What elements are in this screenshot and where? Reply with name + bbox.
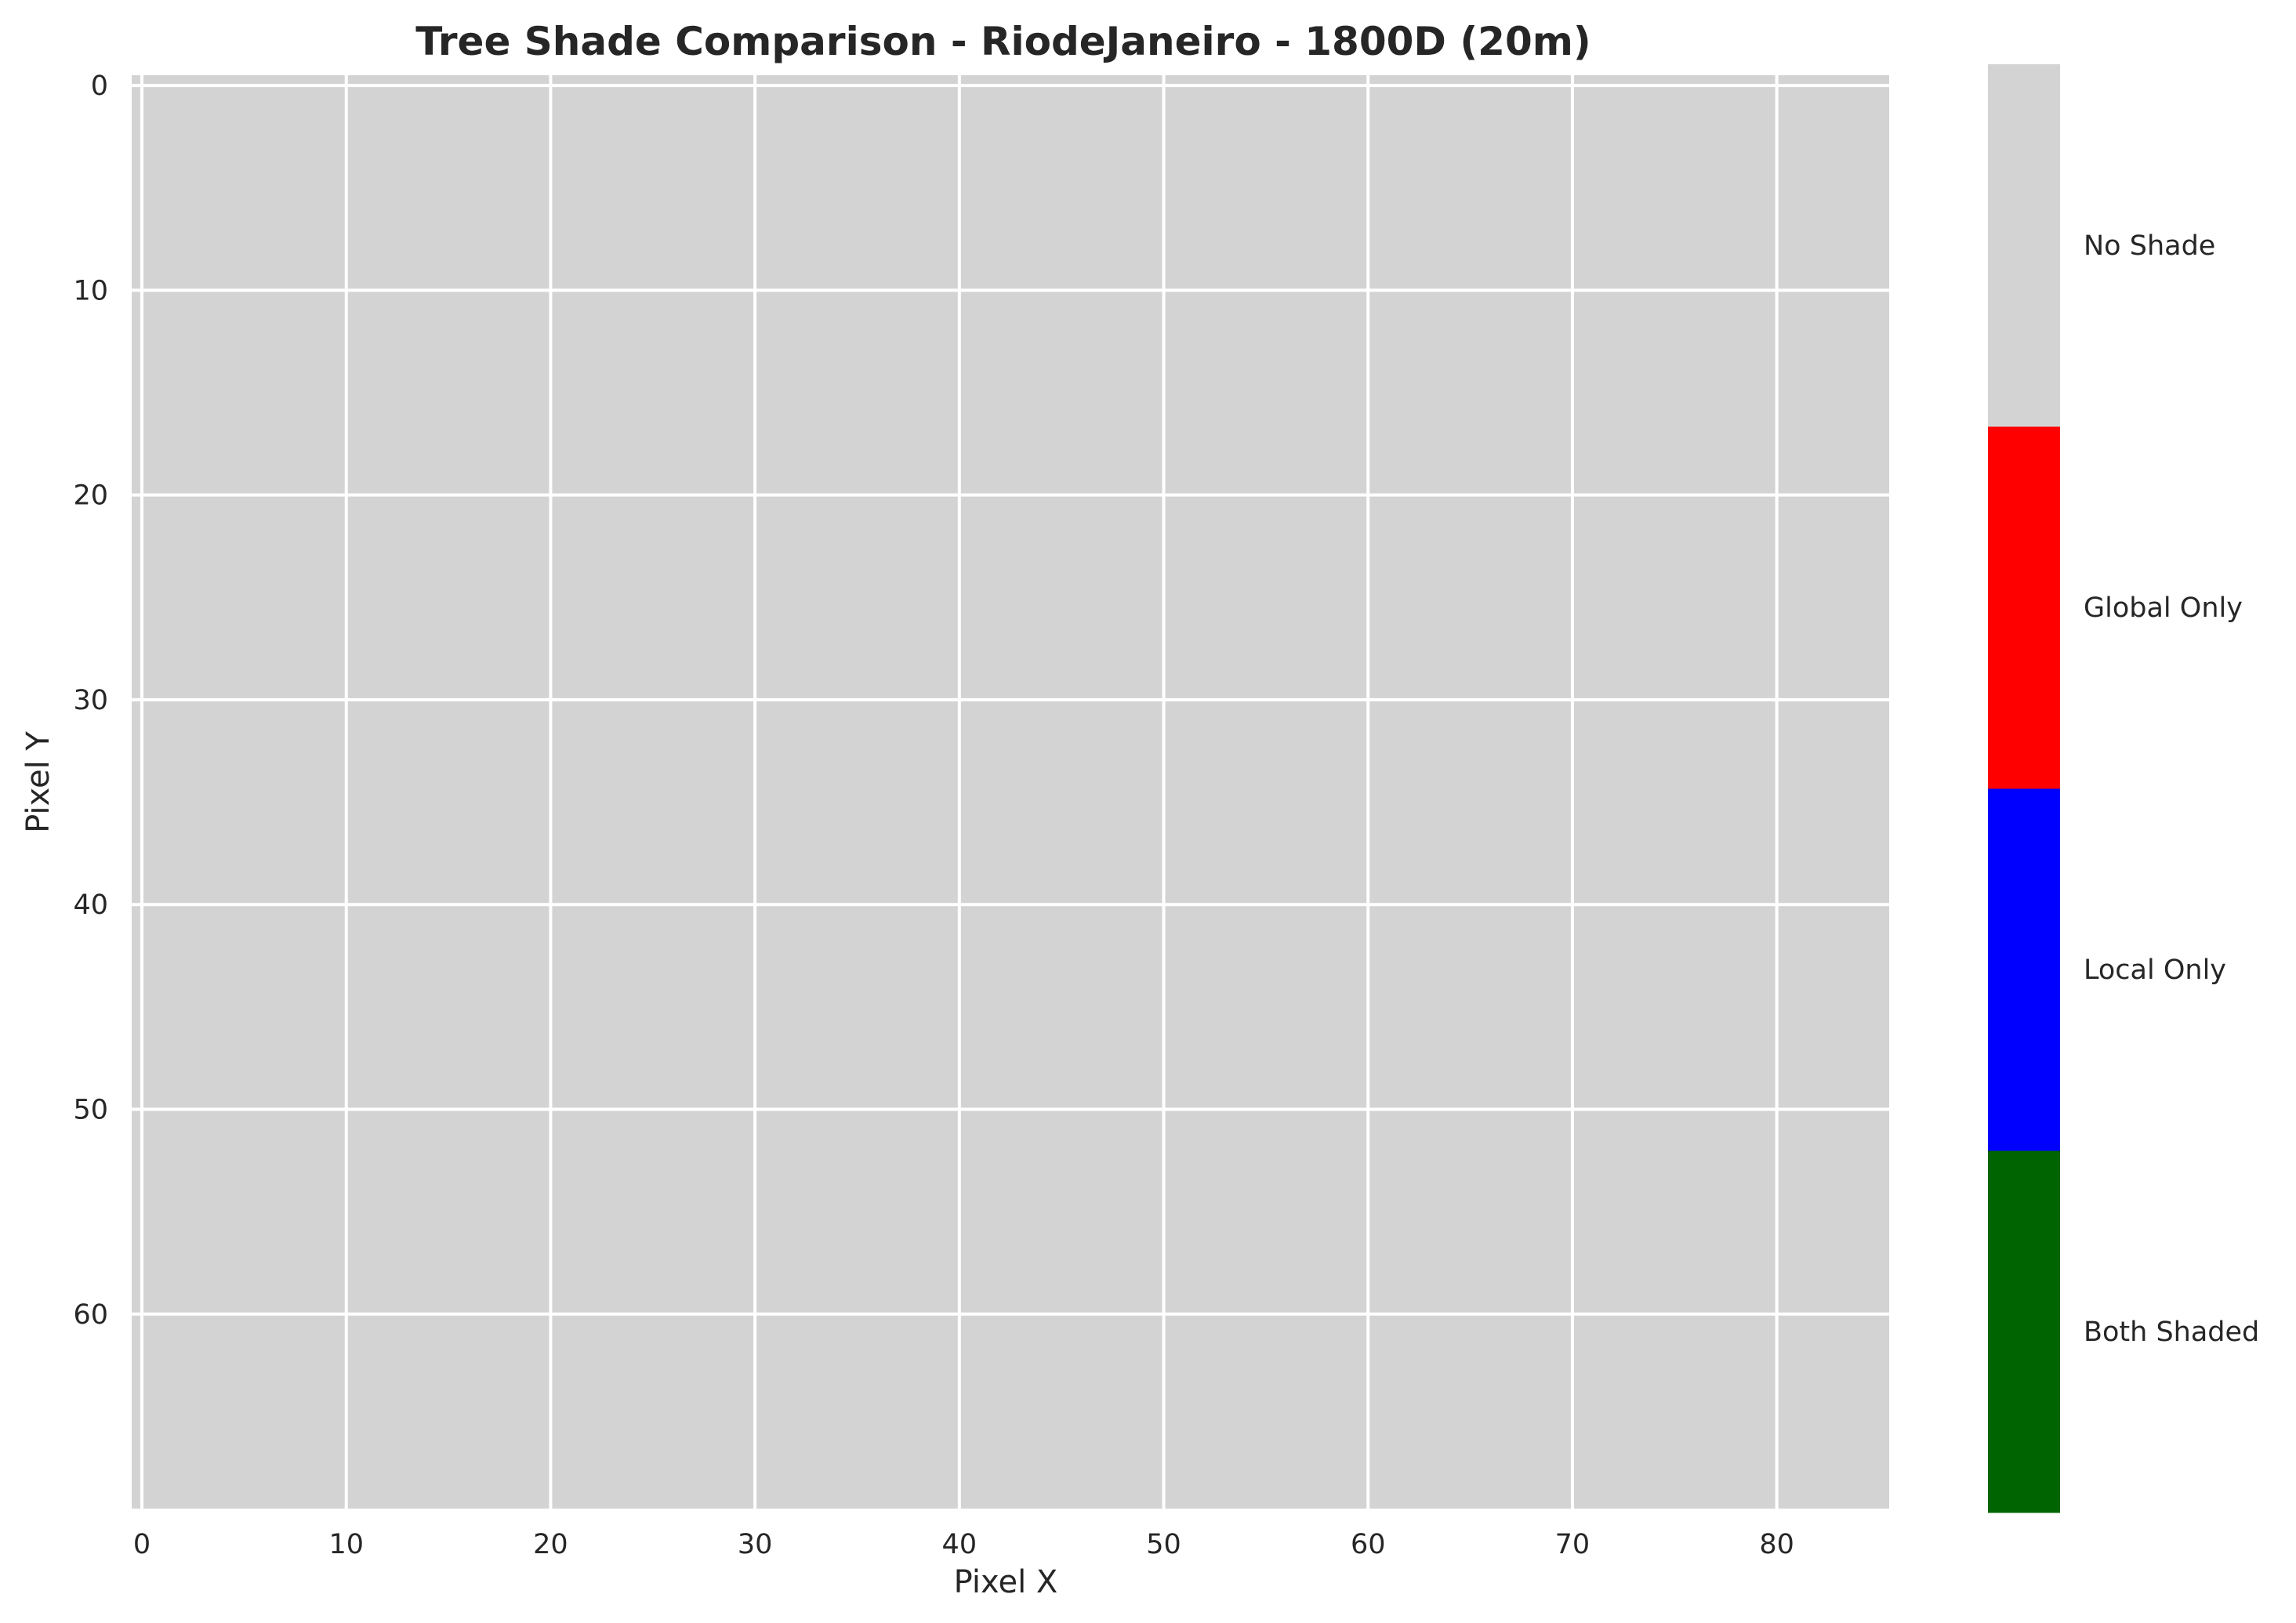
x-tick-label: 80 [1759, 1529, 1794, 1560]
x-tick-label: 60 [1351, 1529, 1386, 1560]
colorbar: Both Shaded Local Only Global Only No Shade [1988, 64, 2259, 1513]
x-axis-label: Pixel X [954, 1564, 1058, 1600]
colorbar-segment [1988, 1150, 2060, 1513]
y-tick-label: 0 [91, 71, 108, 102]
colorbar-label: Local Only [2084, 955, 2226, 986]
colorbar-label: Global Only [2084, 592, 2243, 624]
x-tick-label: 50 [1146, 1529, 1181, 1560]
chart-title: Tree Shade Comparison - RiodeJaneiro - 1… [415, 19, 1591, 64]
colorbar-segment [1988, 788, 2060, 1151]
colorbar-segment [1988, 64, 2060, 427]
y-axis-ticks: 0 10 20 30 40 50 60 [73, 71, 108, 1331]
x-tick-label: 30 [738, 1529, 773, 1560]
y-tick-label: 20 [73, 480, 108, 512]
y-tick-label: 40 [73, 889, 108, 921]
y-tick-label: 30 [73, 685, 108, 716]
x-tick-label: 40 [942, 1529, 978, 1560]
y-tick-label: 60 [73, 1299, 108, 1331]
x-tick-label: 10 [328, 1529, 364, 1560]
colorbar-label: Both Shaded [2084, 1317, 2259, 1348]
y-tick-label: 50 [73, 1094, 108, 1125]
y-axis-label: Pixel Y [20, 731, 56, 833]
x-tick-label: 70 [1555, 1529, 1591, 1560]
y-tick-label: 10 [73, 275, 108, 306]
colorbar-segment [1988, 426, 2060, 789]
colorbar-label: No Shade [2084, 230, 2215, 262]
grid-lines [132, 75, 1889, 1509]
x-tick-label: 0 [133, 1529, 151, 1560]
plot-area [132, 75, 1889, 1509]
x-axis-ticks: 0 10 20 30 40 50 60 70 80 [133, 1529, 1794, 1560]
x-tick-label: 20 [533, 1529, 568, 1560]
